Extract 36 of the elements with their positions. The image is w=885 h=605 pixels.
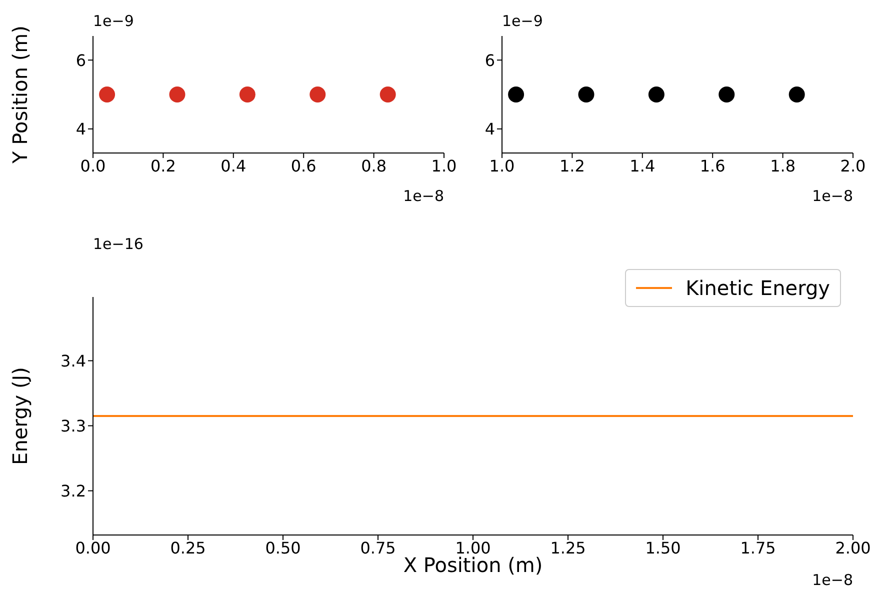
x-tick-label: 1.25 [550,538,586,558]
x-tick-label: 0.50 [265,538,301,558]
y-tick-label: 3.4 [60,351,86,370]
x-tick-label: 0.0 [80,156,106,176]
x-tick-label: 1.0 [489,156,515,176]
x-tick-label: 1.75 [740,538,776,558]
x-tick-label: 0.8 [361,156,387,176]
y-tick-label: 3.3 [60,416,86,436]
x-tick-label: 1.2 [559,156,585,176]
x-tick-label: 1.8 [770,156,796,176]
x-tick-label: 1.50 [645,538,681,558]
x-tick-label: 0.75 [360,538,396,558]
x-tick-label: 1.0 [431,156,457,176]
x-tick-label: 0.00 [75,538,111,558]
text: 1e−8 [812,571,853,589]
y-tick-label: 6 [484,50,495,70]
x-tick-label: 2.0 [840,156,866,176]
y-tick-label: 4 [484,120,495,139]
y-axis-title: Y Position (m) [8,26,32,164]
y-tick-label: 4 [76,120,86,139]
x-tick-label: 0.25 [170,538,206,558]
x-tick-label: 1.6 [700,156,726,176]
text: 1e−8 [403,187,444,205]
x-tick-label: 1.4 [630,156,656,176]
text: 1e−9 [93,12,134,30]
text: 1e−8 [812,187,853,205]
x-tick-label: 0.4 [220,156,246,176]
x-tick-label: 0.6 [290,156,316,176]
y-tick-label: 6 [76,50,86,70]
y-tick-label: 3.2 [60,481,86,500]
legend-label: Kinetic Energy [686,276,830,300]
text: 1e−9 [502,12,543,30]
x-tick-label: 0.2 [150,156,176,176]
x-tick-label: 2.00 [835,538,871,558]
y-axis-title: Energy (J) [8,367,32,465]
text: 1e−16 [93,235,144,253]
